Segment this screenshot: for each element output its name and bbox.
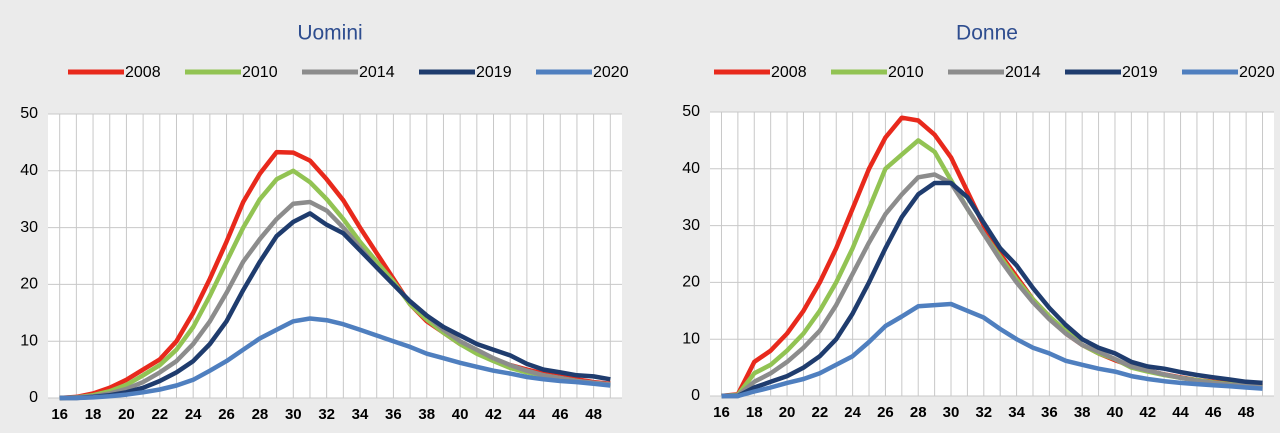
y-tick-label: 0 [691, 387, 700, 404]
x-tick-label: 28 [910, 404, 927, 421]
x-tick-label: 36 [1041, 404, 1058, 421]
x-tick-label: 20 [779, 404, 796, 421]
x-tick-label: 44 [1172, 404, 1189, 421]
legend-label: 2010 [242, 64, 278, 81]
y-tick-label: 40 [682, 160, 700, 177]
series-line [59, 211, 611, 401]
series-line [721, 301, 1263, 399]
x-tick-label: 30 [285, 406, 302, 423]
x-tick-label: 16 [51, 406, 68, 423]
x-tick-label: 26 [218, 406, 235, 423]
legend-label: 2019 [1122, 64, 1158, 81]
legend-label: 2008 [125, 64, 161, 81]
series-line [59, 316, 611, 401]
x-tick-label: 18 [746, 404, 763, 421]
y-tick-label: 40 [20, 162, 38, 179]
x-tick-label: 44 [519, 406, 536, 423]
y-tick-label: 30 [20, 219, 38, 236]
plot-area [48, 114, 622, 398]
x-tick-label: 34 [352, 406, 369, 423]
x-tick-label: 28 [252, 406, 269, 423]
series-line [721, 172, 1263, 399]
legend-label: 2008 [771, 64, 807, 81]
legend-label: 2019 [476, 64, 512, 81]
legend-label: 2010 [888, 64, 924, 81]
x-tick-label: 18 [85, 406, 102, 423]
x-tick-label: 38 [1074, 404, 1091, 421]
legend-label: 2014 [1005, 64, 1041, 81]
x-tick-label: 42 [485, 406, 502, 423]
series-line [721, 180, 1263, 399]
y-tick-label: 0 [29, 389, 38, 406]
x-tick-label: 32 [318, 406, 335, 423]
x-tick-label: 32 [975, 404, 992, 421]
x-tick-label: 38 [418, 406, 435, 423]
chart-title: Donne [956, 22, 1018, 45]
x-tick-label: 48 [1238, 404, 1255, 421]
x-tick-label: 24 [844, 404, 861, 421]
x-tick-label: 48 [585, 406, 602, 423]
x-tick-label: 26 [877, 404, 894, 421]
legend-label: 2014 [359, 64, 395, 81]
y-tick-label: 20 [682, 274, 700, 291]
x-tick-label: 22 [151, 406, 168, 423]
y-tick-label: 20 [20, 276, 38, 293]
x-tick-label: 30 [943, 404, 960, 421]
y-tick-label: 10 [682, 330, 700, 347]
y-tick-label: 50 [682, 103, 700, 120]
chart-title: Uomini [297, 22, 362, 45]
x-tick-label: 34 [1008, 404, 1025, 421]
y-tick-label: 10 [20, 332, 38, 349]
x-tick-label: 40 [452, 406, 469, 423]
x-tick-label: 24 [185, 406, 202, 423]
legend-label: 2020 [1239, 64, 1275, 81]
x-tick-label: 16 [713, 404, 730, 421]
y-tick-label: 50 [20, 105, 38, 122]
x-tick-label: 46 [1205, 404, 1222, 421]
x-tick-label: 22 [812, 404, 829, 421]
x-tick-label: 36 [385, 406, 402, 423]
x-tick-label: 20 [118, 406, 135, 423]
series-line [59, 199, 611, 401]
legend-label: 2020 [593, 64, 629, 81]
y-tick-label: 30 [682, 217, 700, 234]
x-tick-label: 42 [1139, 404, 1156, 421]
x-tick-label: 40 [1107, 404, 1124, 421]
x-tick-label: 46 [552, 406, 569, 423]
